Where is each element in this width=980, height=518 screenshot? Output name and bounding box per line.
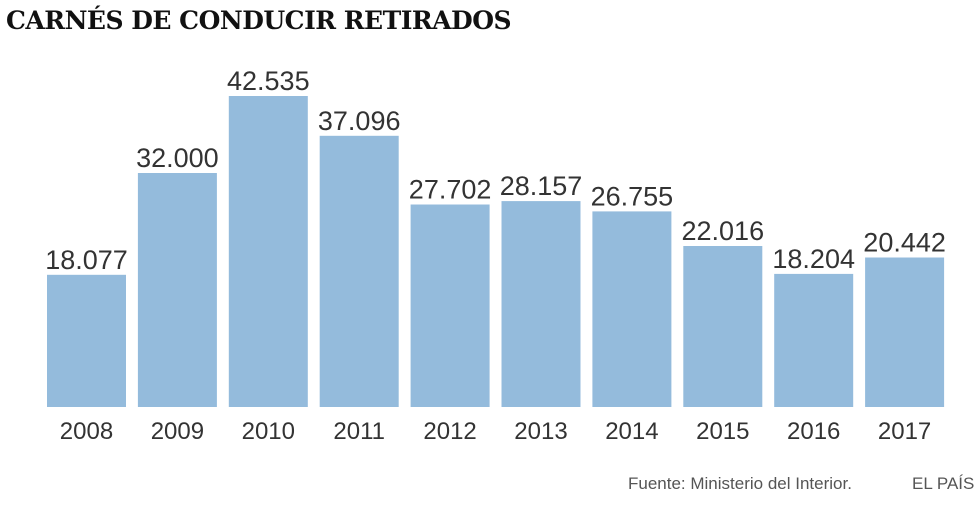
brand-label: EL PAÍS: [912, 474, 975, 493]
value-label-2010: 42.535: [227, 66, 310, 96]
category-label-2012: 2012: [423, 418, 476, 445]
category-label-2011: 2011: [333, 418, 385, 445]
bar-2017: [865, 257, 945, 407]
category-label-2016: 2016: [787, 418, 840, 445]
bar-2011: [319, 135, 399, 408]
value-label-2011: 37.096: [318, 106, 401, 136]
value-label-2014: 26.755: [591, 181, 674, 211]
value-label-2009: 32.000: [136, 143, 219, 173]
bar-2013: [501, 201, 581, 407]
category-label-2010: 2010: [242, 418, 295, 445]
category-labels-group: 2008 2009 2010 2011 2012 2013 2014 2015 2016 2017: [60, 418, 931, 445]
category-label-2013: 2013: [514, 418, 567, 445]
category-label-2014: 2014: [605, 418, 658, 445]
bar-2009: [137, 173, 217, 407]
bar-2010: [228, 96, 308, 407]
value-label-2008: 18.077: [45, 245, 128, 275]
value-labels-group: 18.077 32.000 42.535 37.096 27.702 28.157 26.7…: [45, 66, 946, 275]
bars-group: [47, 96, 945, 408]
bar-2014: [592, 211, 672, 407]
bar-2008: [47, 274, 126, 407]
category-label-2015: 2015: [696, 418, 749, 445]
value-label-2015: 22.016: [682, 216, 765, 246]
category-label-2008: 2008: [60, 418, 113, 445]
bar-2012: [410, 204, 490, 407]
value-label-2016: 18.204: [772, 244, 855, 274]
category-label-2009: 2009: [151, 418, 204, 445]
source-note: Fuente: Ministerio del Interior.: [628, 474, 852, 493]
chart-title: CARNÉS DE CONDUCIR RETIRADOS: [6, 6, 512, 35]
bar-2015: [683, 246, 763, 407]
value-label-2013: 28.157: [500, 171, 583, 201]
value-label-2012: 27.702: [409, 175, 492, 205]
value-label-2017: 20.442: [863, 228, 946, 258]
category-label-2017: 2017: [878, 418, 931, 445]
bar-2016: [774, 273, 854, 407]
